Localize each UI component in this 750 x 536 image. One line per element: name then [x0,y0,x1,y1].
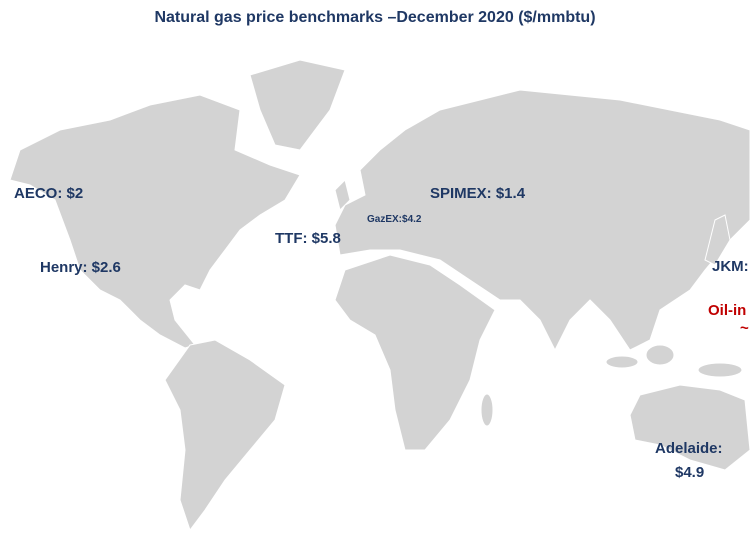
title: Natural gas price benchmarks –December 2… [154,9,595,26]
sumatra [605,355,639,369]
oil-indexed-value: ~ [740,320,749,337]
greenland [249,59,346,151]
uk [334,179,351,211]
africa [334,254,496,451]
jkm-label: JKM: [712,258,749,275]
world-map [9,59,750,532]
borneo [645,344,675,366]
henry-label: Henry: $2.6 [40,259,121,276]
gazex-label: GazEX:$4.2 [367,214,422,225]
japan [704,214,731,266]
south-america [164,339,286,532]
ttf-label: TTF: $5.8 [275,230,341,247]
adelaide-value: $4.9 [675,464,704,481]
aeco-label: AECO: $2 [14,185,83,202]
madagascar [480,393,494,427]
australia [629,384,750,471]
oil-indexed-label: Oil-in [708,302,746,319]
new-guinea [697,362,743,378]
north-america [9,94,301,349]
spimex-label: SPIMEX: $1.4 [430,185,526,202]
adelaide-label: Adelaide: [655,440,723,457]
